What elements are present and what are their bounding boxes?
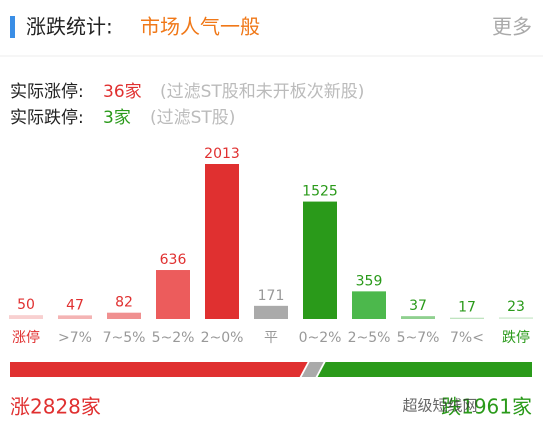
category-label: 涨停 <box>12 329 40 346</box>
category-label: 5~7% <box>397 330 440 346</box>
up-total: 涨2828家 <box>10 395 101 419</box>
value-label: 37 <box>409 298 427 314</box>
bar <box>450 317 484 319</box>
value-label: 82 <box>115 295 133 311</box>
header-mood: 市场人气一般 <box>140 15 260 39</box>
value-label: 1525 <box>302 184 338 200</box>
flat-share <box>301 362 324 377</box>
watermark: 超级短线网 <box>402 397 477 415</box>
value-label: 359 <box>356 273 383 289</box>
limit-up-label: 实际涨停: <box>10 82 84 102</box>
category-label: 平 <box>264 330 278 346</box>
category-label: 2~5% <box>348 330 391 346</box>
limit-down-count: 3家 <box>103 108 131 128</box>
value-label: 47 <box>66 297 84 313</box>
category-label: 2~0% <box>201 330 244 346</box>
bar <box>499 317 533 319</box>
up-share <box>10 362 308 377</box>
value-label: 2013 <box>204 146 240 162</box>
bar <box>58 315 92 319</box>
category-label: 7%< <box>450 330 484 346</box>
down-share <box>317 362 532 377</box>
limit-up-note: (过滤ST股和未开板次新股) <box>160 82 364 102</box>
category-label: 7~5% <box>103 330 146 346</box>
category-label: >7% <box>58 330 92 346</box>
limit-down-label: 实际跌停: <box>10 108 84 128</box>
bar <box>156 270 190 319</box>
value-label: 23 <box>507 299 525 315</box>
limit-down-note: (过滤ST股) <box>150 108 235 128</box>
value-label: 50 <box>17 297 35 313</box>
more-link[interactable]: 更多 <box>492 15 532 39</box>
header-title: 涨跌统计: <box>26 15 113 39</box>
value-label: 17 <box>458 300 476 316</box>
bar <box>254 305 288 319</box>
limit-up-count: 36家 <box>103 82 142 102</box>
category-label: 0~2% <box>299 330 342 346</box>
value-label: 636 <box>160 252 187 268</box>
bar <box>303 201 337 319</box>
down-total: 跌1961家 <box>441 395 532 419</box>
bar <box>9 315 43 319</box>
bar <box>352 291 386 319</box>
bar <box>401 316 435 319</box>
category-label: 5~2% <box>152 330 195 346</box>
bar <box>205 164 239 319</box>
header-accent <box>10 16 15 38</box>
value-label: 171 <box>258 288 285 304</box>
bar <box>107 312 141 319</box>
category-label: 跌停 <box>502 329 530 346</box>
